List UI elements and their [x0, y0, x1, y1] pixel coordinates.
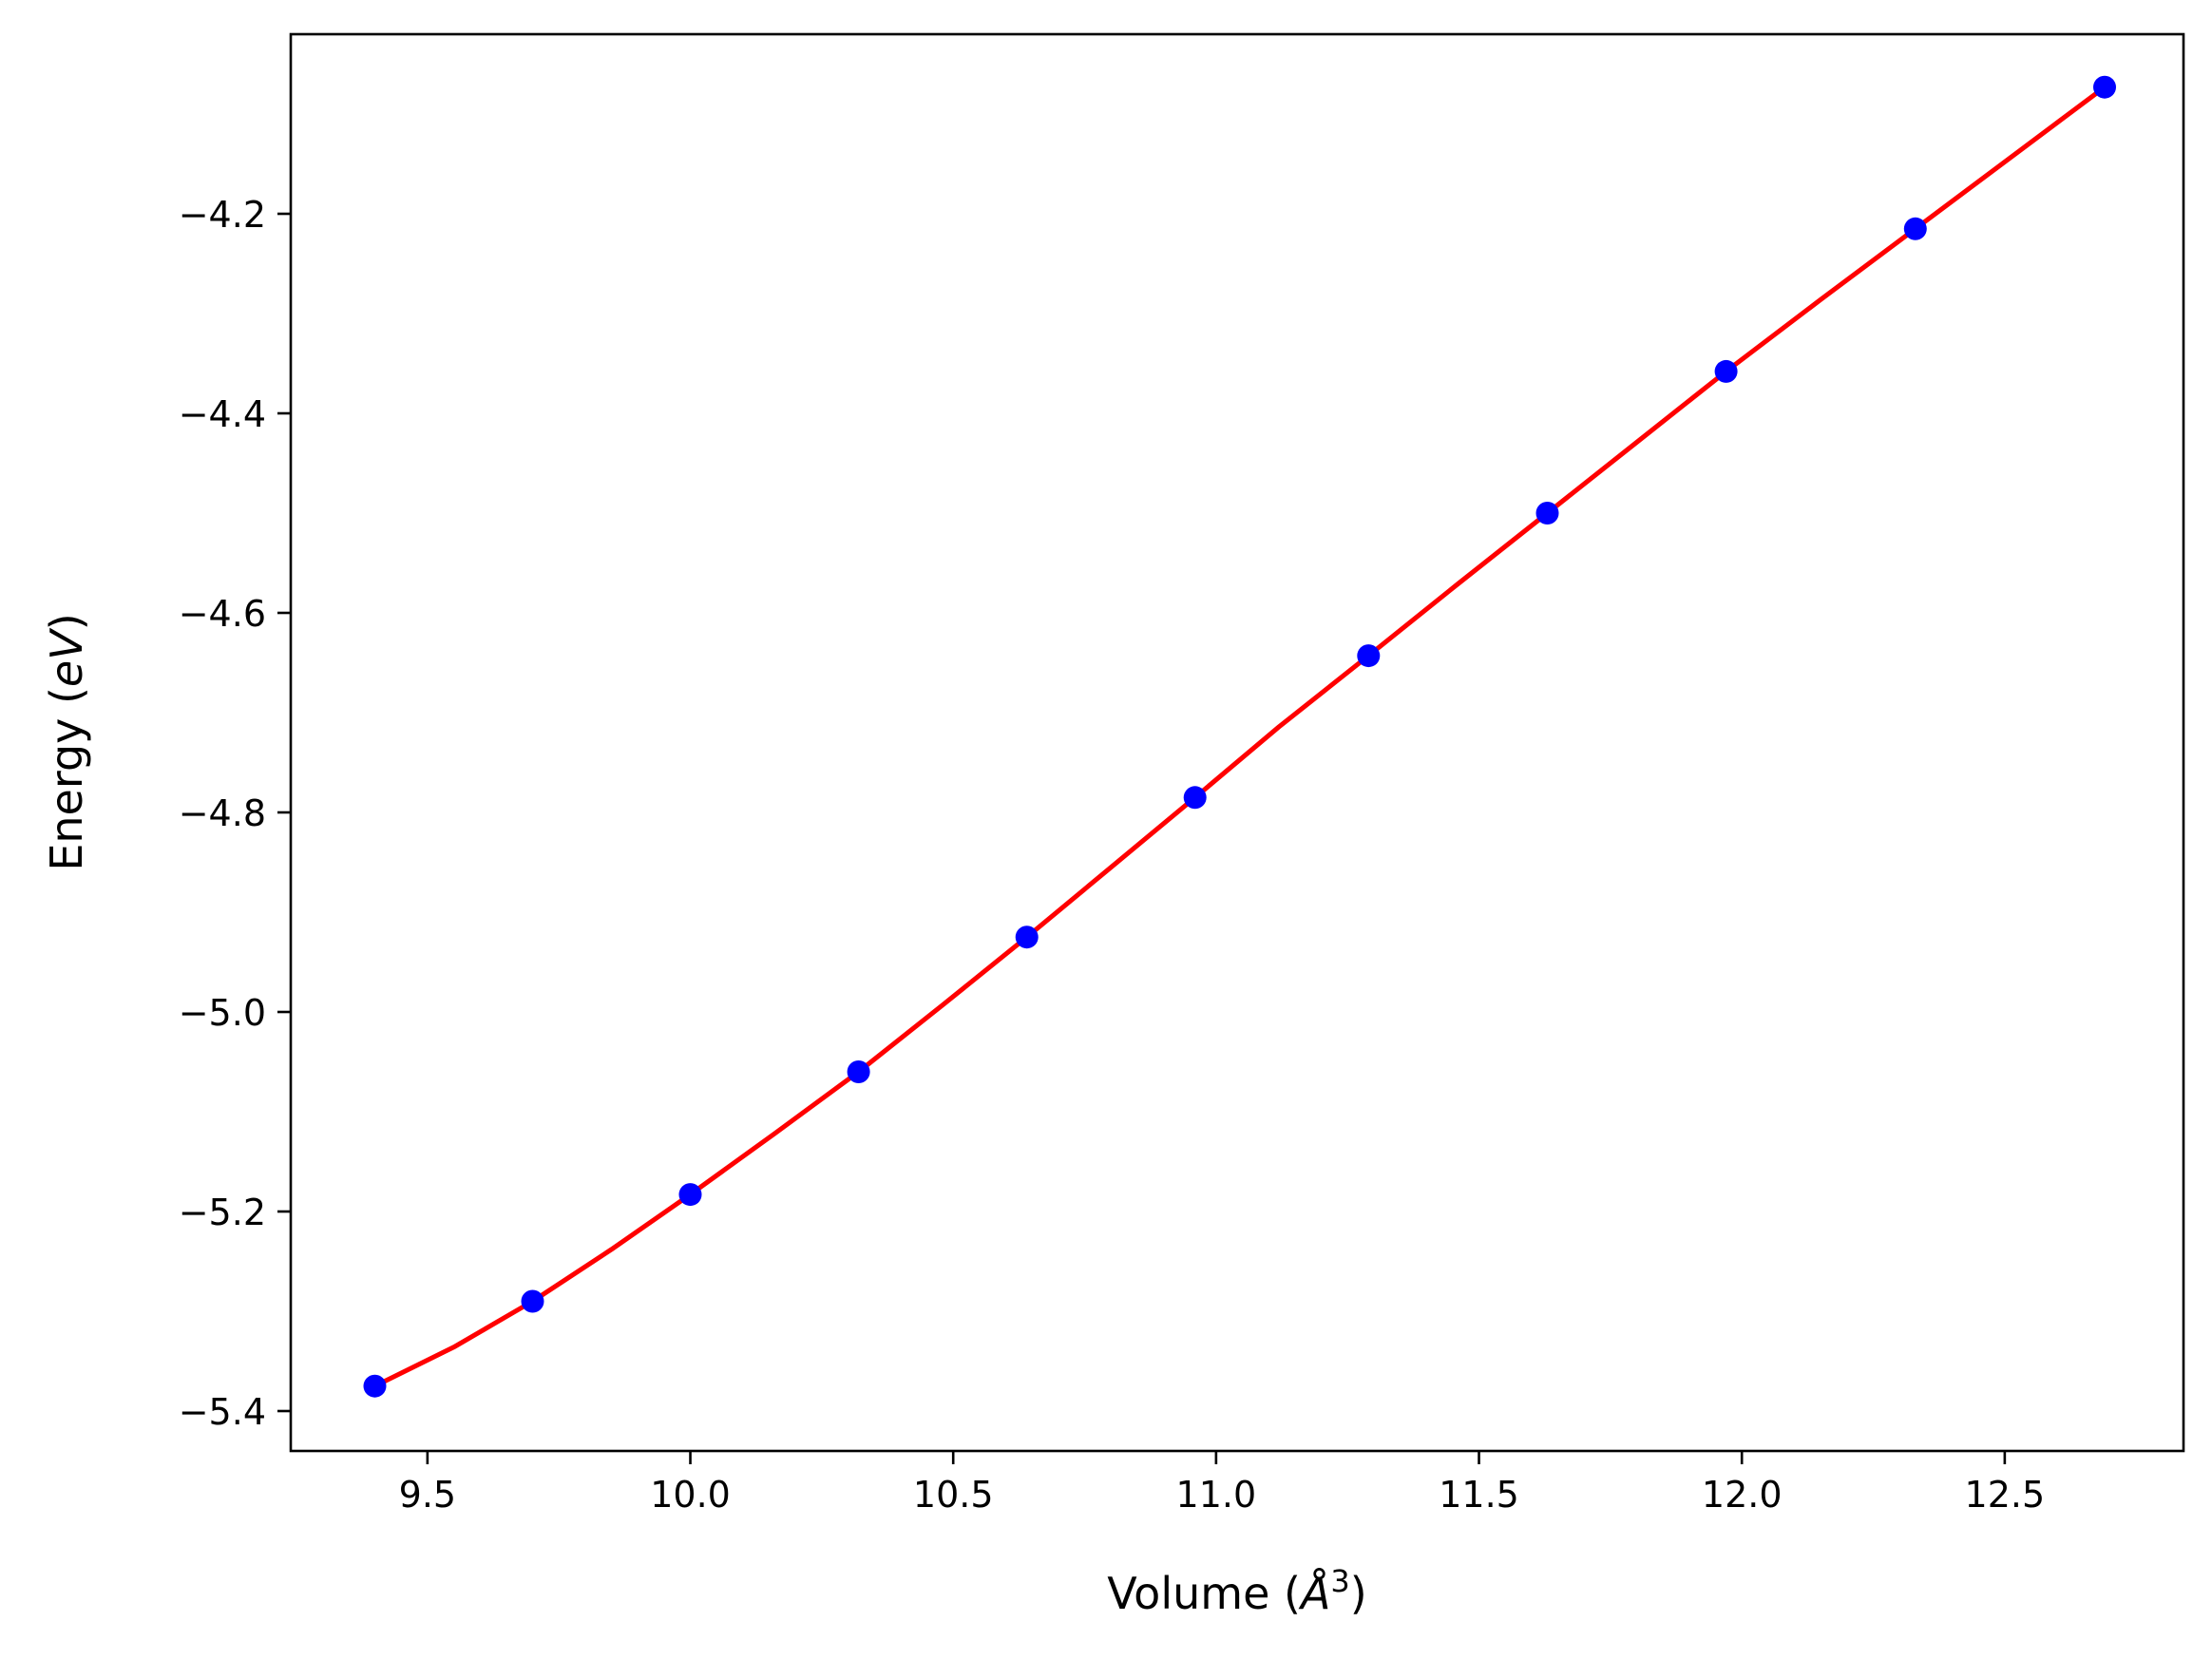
y-axis-label-suffix: ): [41, 613, 92, 630]
data-point: [363, 1374, 387, 1398]
plot-frame: [289, 32, 2185, 1453]
data-point: [1015, 925, 1039, 949]
y-tick-label: −5.4: [179, 1391, 266, 1433]
y-tick-label: −4.2: [179, 194, 266, 236]
x-axis-label: Volume (Å3): [1107, 1563, 1366, 1619]
data-point: [2093, 75, 2116, 99]
x-tick-label: 12.5: [1965, 1474, 2046, 1516]
y-tick-label: −5.2: [179, 1192, 266, 1233]
x-tick-label: 11.0: [1176, 1474, 1257, 1516]
data-point: [1714, 359, 1738, 383]
x-tick-label: 9.5: [399, 1474, 456, 1516]
data-point: [1183, 786, 1207, 810]
x-axis-label-suffix: ): [1350, 1568, 1367, 1619]
y-axis-label-italic: eV: [41, 627, 92, 687]
data-point: [1903, 217, 1927, 240]
data-point: [678, 1183, 702, 1207]
y-tick-label: −4.6: [179, 593, 266, 635]
x-axis-label-prefix: Volume (: [1107, 1568, 1301, 1619]
data-point: [521, 1289, 544, 1313]
x-axis-ticks: 9.5 10.0 10.5 11.0 11.5 12.0 12.5: [399, 1451, 2046, 1516]
x-tick-label: 10.5: [913, 1474, 994, 1516]
y-tick-label: −5.0: [179, 992, 266, 1034]
data-point: [847, 1060, 870, 1083]
y-axis-label-prefix: Energy (: [41, 687, 92, 871]
x-tick-label: 10.0: [650, 1474, 731, 1516]
y-tick-label: −4.8: [179, 792, 266, 834]
data-points-layer: [363, 75, 2116, 1398]
y-axis-ticks: −5.4 −5.2 −5.0 −4.8 −4.6 −4.4 −4.2: [179, 194, 291, 1433]
x-tick-label: 12.0: [1702, 1474, 1783, 1516]
y-tick-label: −4.4: [179, 393, 266, 435]
x-axis-label-superscript: 3: [1330, 1563, 1349, 1599]
x-axis-label-symbol: Å: [1298, 1568, 1330, 1619]
x-tick-label: 11.5: [1439, 1474, 1519, 1516]
y-axis-label: Energy (eV): [41, 613, 92, 870]
data-point: [1535, 502, 1559, 525]
data-point: [1357, 644, 1381, 668]
